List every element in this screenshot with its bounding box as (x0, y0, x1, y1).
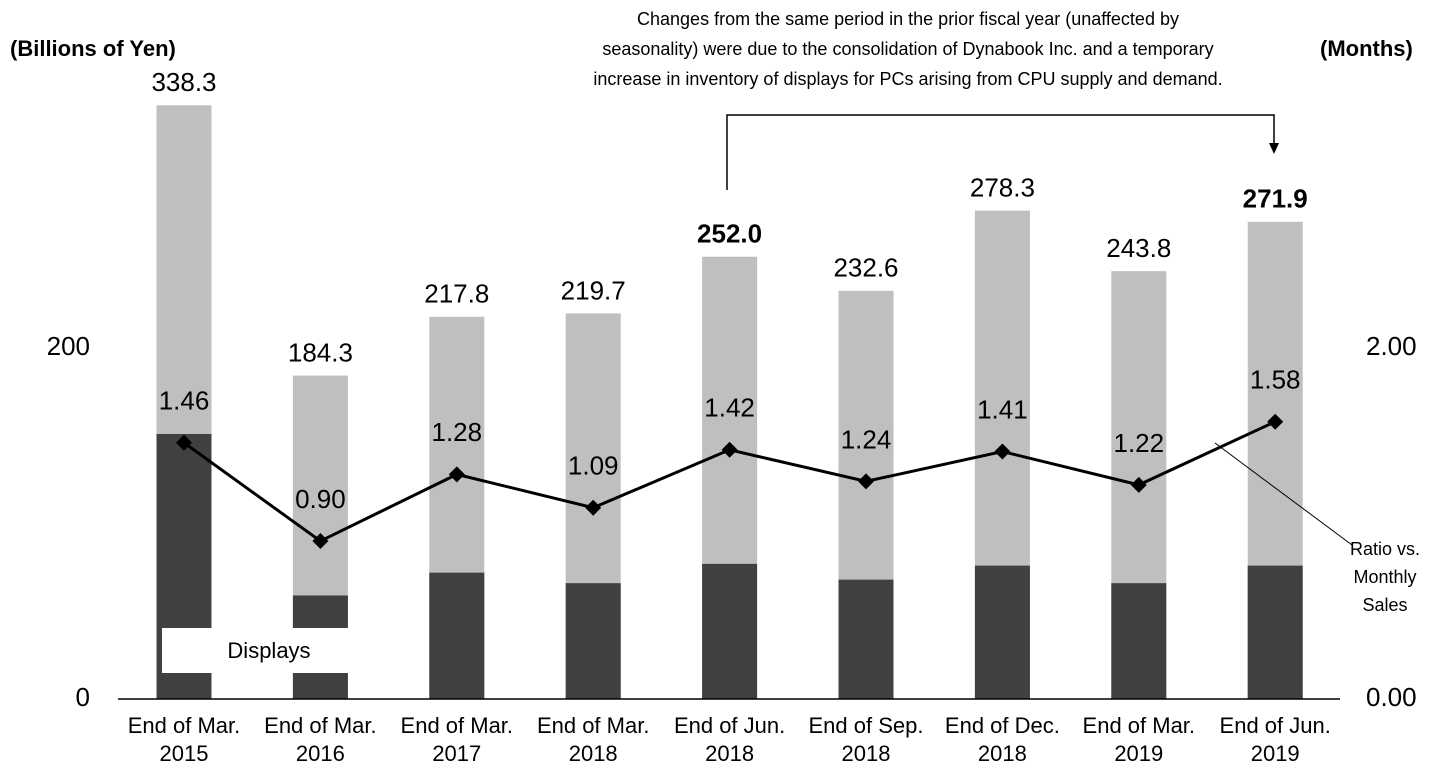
legend-box (162, 628, 376, 673)
bar-displays (1247, 565, 1303, 699)
ratio-label: 1.41 (977, 394, 1028, 424)
ratio-marker (1130, 476, 1147, 493)
bar-displays (565, 583, 621, 699)
y-tick-label: 0 (76, 682, 90, 712)
ratio-marker (176, 434, 192, 451)
x-tick-label: End of Mar. (537, 713, 650, 738)
ratio-label: 1.46 (159, 386, 210, 416)
arrow-head (1269, 143, 1279, 154)
ratio-label: 1.58 (1250, 365, 1301, 395)
bar-displays (1111, 583, 1167, 699)
bracket (726, 114, 1275, 190)
x-tick-label: 2017 (432, 741, 481, 766)
annotation: increase in inventory of displays for PC… (593, 69, 1222, 89)
bar-displays (702, 563, 758, 699)
annotation: seasonality) were due to the consolidati… (602, 39, 1213, 59)
x-tick-label: 2015 (160, 741, 209, 766)
x-tick-label: End of Mar. (264, 713, 377, 738)
y2-tick-label: 2.00 (1366, 331, 1417, 361)
ratio-marker (994, 443, 1011, 460)
y-axis-title: (Billions of Yen) (10, 36, 176, 61)
total-label: 232.6 (833, 253, 898, 283)
x-tick-label: 2019 (1114, 741, 1163, 766)
total-label: 278.3 (970, 172, 1035, 202)
x-tick-label: 2018 (978, 741, 1027, 766)
x-tick-label: End of Mar. (1083, 713, 1196, 738)
ratio-label: 1.24 (841, 424, 892, 454)
ratio-label: 1.09 (568, 451, 619, 481)
total-label: 217.8 (424, 279, 489, 309)
y2-axis-title: (Months) (1320, 36, 1413, 61)
ratio-label: 0.90 (295, 484, 346, 514)
bar-displays (429, 572, 485, 699)
annotation: Changes from the same period in the prio… (637, 9, 1179, 29)
ratio-marker (585, 499, 602, 516)
ratio-label: 1.28 (431, 417, 482, 447)
ratio-label: 1.22 (1113, 428, 1164, 458)
x-tick-label: End of Mar. (128, 713, 241, 738)
total-label: 219.7 (561, 275, 626, 305)
x-tick-label: End of Jun. (1220, 713, 1331, 738)
x-tick-label: 2019 (1251, 741, 1300, 766)
total-label: 338.3 (151, 67, 216, 97)
total-label: 184.3 (288, 337, 353, 367)
x-tick-label: End of Dec. (945, 713, 1060, 738)
x-tick-label: End of Sep. (809, 713, 924, 738)
ratio-marker (858, 473, 874, 490)
bar-displays (974, 565, 1030, 699)
total-label: 271.9 (1243, 184, 1308, 214)
ratio-marker (448, 466, 465, 483)
leader-line (1214, 442, 1353, 546)
legend-displays: Displays (227, 638, 310, 663)
bar-displays (838, 579, 894, 699)
ratio-marker (721, 441, 738, 458)
x-tick-label: 2018 (705, 741, 754, 766)
x-tick-label: End of Mar. (401, 713, 514, 738)
x-tick-label: End of Jun. (674, 713, 785, 738)
legend-ratio: Ratio vs. Monthly Sales (1350, 539, 1420, 615)
x-tick-label: 2018 (842, 741, 891, 766)
total-label: 243.8 (1106, 233, 1171, 263)
ratio-label: 1.42 (704, 393, 755, 423)
ratio-marker (1267, 413, 1284, 430)
y-tick-label: 200 (47, 331, 90, 361)
x-tick-label: 2018 (569, 741, 618, 766)
y2-tick-label: 0.00 (1366, 682, 1417, 712)
ratio-marker (312, 533, 329, 550)
x-tick-label: 2016 (296, 741, 345, 766)
total-label: 252.0 (697, 219, 762, 249)
